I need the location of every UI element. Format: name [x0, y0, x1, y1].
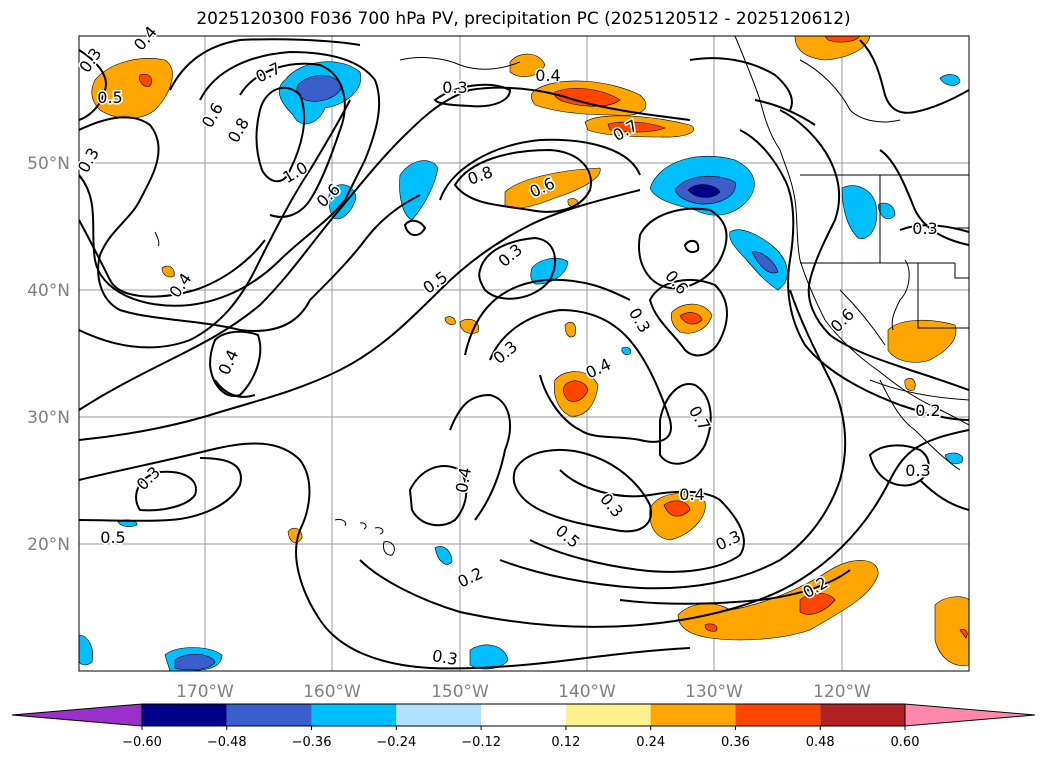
- colorbar-segment: [735, 704, 821, 726]
- contour-label: 0.5: [97, 88, 122, 107]
- pv-contours: [79, 38, 969, 670]
- colorbar-segment: [142, 704, 227, 726]
- lon-label-130w: 130°W: [685, 682, 743, 702]
- contour-label: 0.5: [100, 528, 125, 547]
- colorbar-tick-label: −0.12: [461, 735, 501, 750]
- lon-label-160w: 160°W: [303, 682, 361, 702]
- colorbar-extend-high: [904, 703, 1036, 727]
- lon-label-150w: 150°W: [431, 682, 489, 702]
- lon-label-120w: 120°W: [813, 682, 871, 702]
- colorbar-segment: [650, 704, 736, 726]
- lat-label-30: 30°N: [27, 408, 70, 428]
- colorbar-segment: [565, 704, 651, 726]
- colorbar-tick-label: 0.36: [721, 735, 750, 750]
- precip-pos-nw-pacific: [91, 58, 173, 119]
- colorbar-tick-label: 0.48: [806, 735, 835, 750]
- gridlines: [79, 36, 969, 671]
- contour-label: 0.4: [535, 66, 560, 85]
- colorbar-tick-label: −0.48: [207, 735, 247, 750]
- colorbar-tick-label: 0.12: [551, 735, 580, 750]
- colorbar-segment: [481, 704, 566, 726]
- contour-label: 0.3: [905, 461, 930, 480]
- coastlines: [154, 36, 969, 556]
- colorbar-tick-label: −0.24: [376, 735, 416, 750]
- colorbar-tick-label: 0.60: [891, 735, 920, 750]
- lat-label-20: 20°N: [27, 535, 70, 555]
- colorbar-segment: [226, 704, 312, 726]
- colorbar: −0.60 −0.48 −0.36 −0.24 −0.12 0.12 0.24 0.36 0.4…: [11, 703, 1036, 750]
- colorbar-segment: [311, 704, 397, 726]
- colorbar-tick-label: −0.60: [122, 735, 162, 750]
- map-panel: [79, 36, 969, 671]
- colorbar-tick-label: −0.36: [292, 735, 332, 750]
- map-title: 2025120300 F036 700 hPa PV, precipitatio…: [196, 9, 851, 29]
- contour-label: 0.2: [915, 401, 940, 420]
- colorbar-tick-label: 0.24: [636, 735, 665, 750]
- colorbar-segment: [820, 704, 905, 726]
- colorbar-frame: [141, 703, 906, 727]
- lat-label-40: 40°N: [27, 281, 70, 301]
- colorbar-segment: [396, 704, 482, 726]
- contour-label: 0.3: [442, 78, 467, 97]
- precip-shading: [79, 36, 969, 671]
- lat-label-50: 50°N: [27, 154, 70, 174]
- contour-label: 0.3: [912, 219, 937, 238]
- map-frame: [78, 35, 970, 672]
- contour-label: 0.4: [679, 485, 704, 504]
- colorbar-extend-low: [11, 703, 143, 727]
- lon-label-140w: 140°W: [558, 682, 616, 702]
- lon-label-170w: 170°W: [176, 682, 234, 702]
